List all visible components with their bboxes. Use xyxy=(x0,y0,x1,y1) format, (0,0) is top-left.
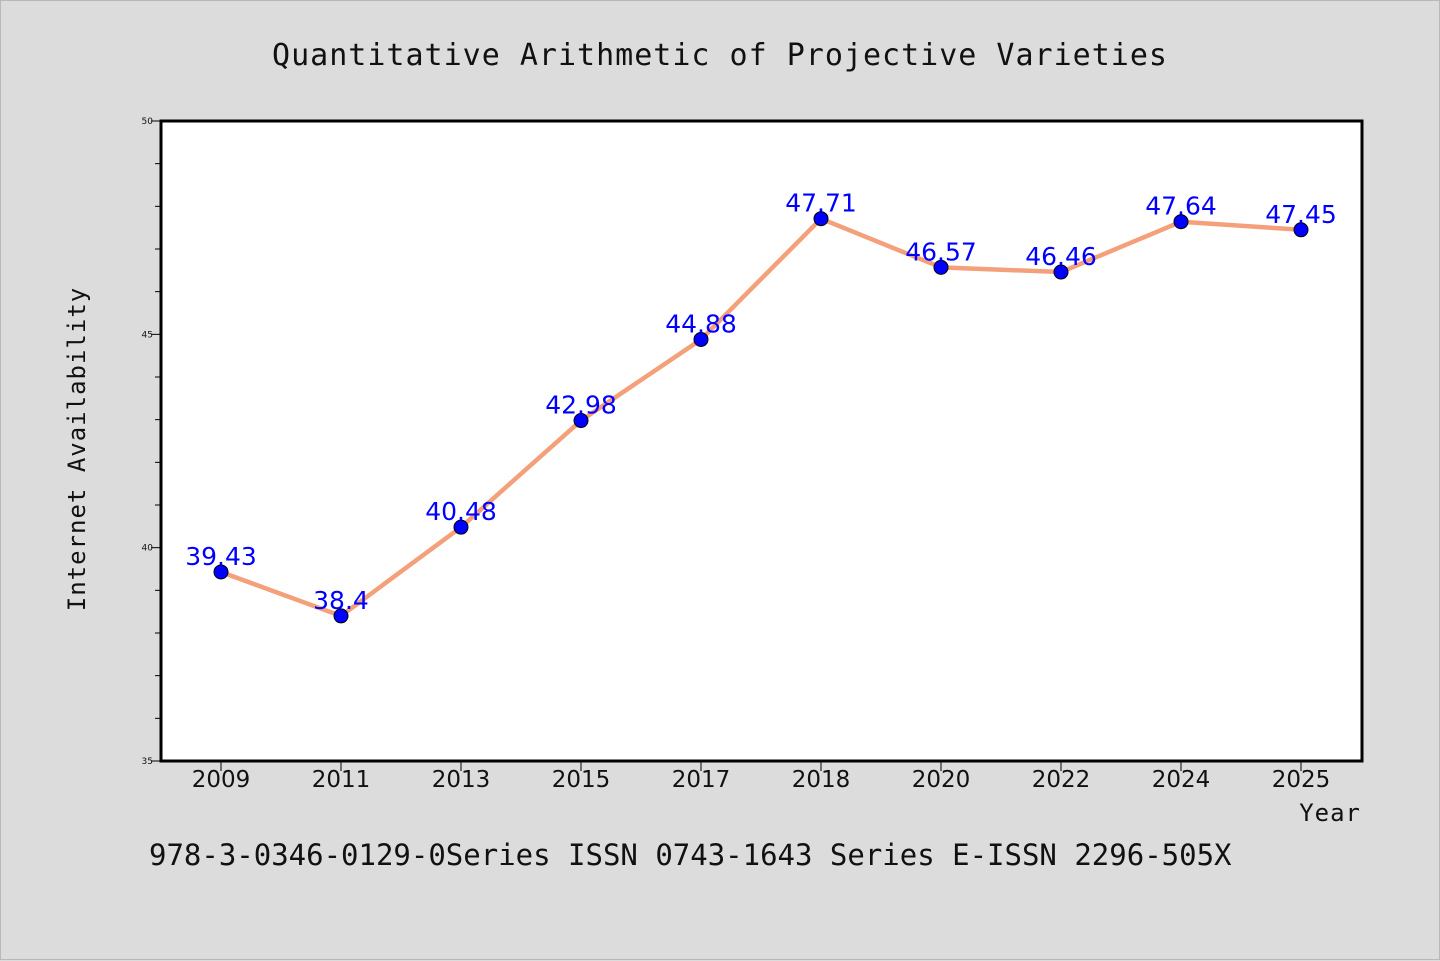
data-point-marker xyxy=(813,211,829,227)
x-tick-label: 2024 xyxy=(1152,767,1211,793)
data-label: 44.88 xyxy=(665,309,737,338)
data-point-marker xyxy=(933,259,949,275)
data-label: 39.43 xyxy=(185,542,257,571)
data-point-marker xyxy=(1293,222,1309,238)
x-tick-label: 2018 xyxy=(792,767,851,793)
y-tick-label: 40 xyxy=(142,544,154,554)
y-tick-label: 35 xyxy=(142,757,153,767)
data-label: 42.98 xyxy=(545,391,617,420)
x-tick-label: 2020 xyxy=(912,767,971,793)
data-labels: 39.43 38.4 40.48 42.98 44.88 47.71 46.57 46.46 4… xyxy=(185,189,1337,615)
x-tick-label: 2015 xyxy=(552,767,611,793)
data-label: 47.45 xyxy=(1265,200,1337,229)
footer-isbn-issn: 978-3-0346-0129-0Series ISSN 0743-1643 S… xyxy=(149,838,1232,872)
data-label: 47.64 xyxy=(1145,192,1217,221)
data-point-marker xyxy=(693,331,709,347)
data-point-marker xyxy=(1053,264,1069,280)
data-point-marker xyxy=(573,413,589,429)
y-axis-label: Internet Availability xyxy=(63,287,91,611)
series-markers xyxy=(213,211,1309,624)
data-label: 40.48 xyxy=(425,497,497,526)
chart-title: Quantitative Arithmetic of Projective Va… xyxy=(272,38,1168,73)
data-point-marker xyxy=(333,608,349,624)
series-line xyxy=(220,216,1302,619)
data-point-marker xyxy=(453,519,469,535)
x-tick-label: 2011 xyxy=(312,767,371,793)
x-axis-label: Year xyxy=(1299,799,1361,827)
x-tick-label: 2022 xyxy=(1032,767,1091,793)
data-label: 46.57 xyxy=(905,237,977,266)
x-tick-label: 2013 xyxy=(432,767,491,793)
y-tick-label: 50 xyxy=(142,117,154,127)
data-point-marker xyxy=(1173,214,1189,230)
x-tick-label: 2025 xyxy=(1272,767,1331,793)
x-tick-label: 2009 xyxy=(192,767,251,793)
y-axis-ticks: 35 40 45 50 xyxy=(142,117,161,767)
x-tick-label: 2017 xyxy=(672,767,731,793)
data-label: 38.4 xyxy=(313,586,369,615)
y-tick-label: 45 xyxy=(142,330,153,340)
x-axis-ticks: 2009 2011 2013 2015 2017 2018 2020 2022 2024 2025 xyxy=(192,761,1331,793)
data-label: 46.46 xyxy=(1025,242,1097,271)
data-point-marker xyxy=(213,564,229,580)
data-label: 47.71 xyxy=(785,189,857,218)
